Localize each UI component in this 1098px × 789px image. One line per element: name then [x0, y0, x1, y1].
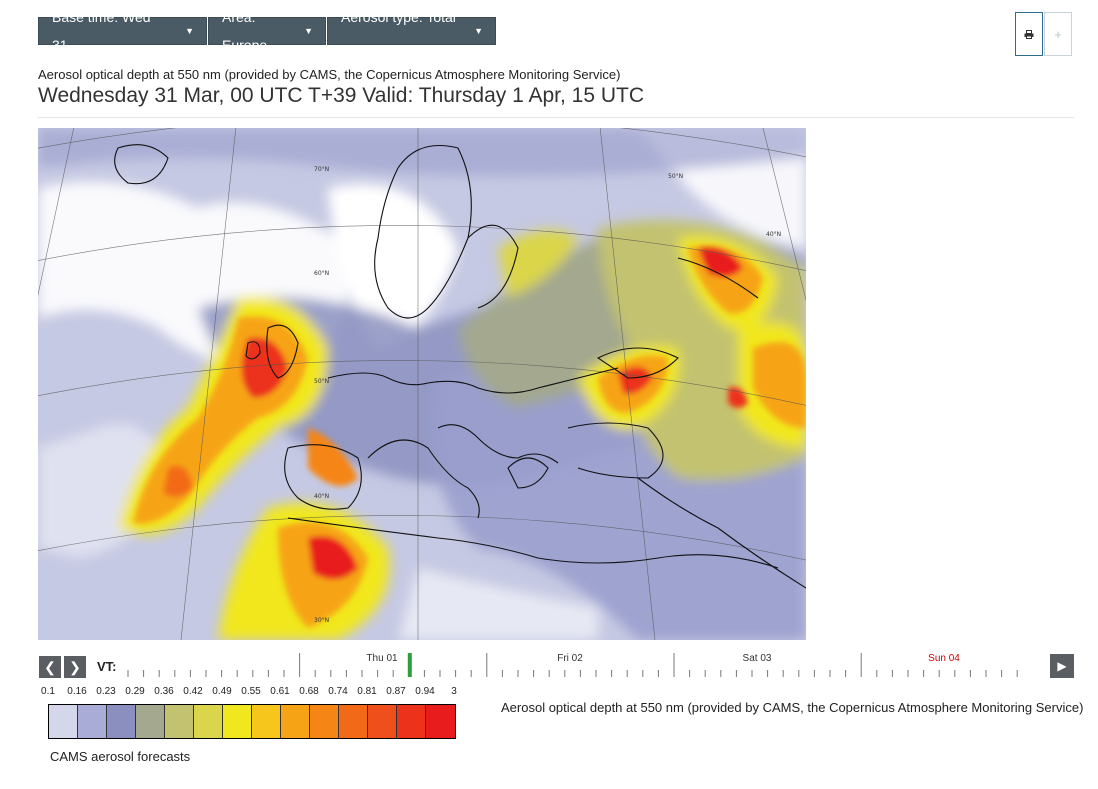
lat-label-30n: 30°N — [314, 617, 329, 624]
legend-swatch — [426, 705, 455, 738]
aerosol-type-label: Aerosol type: Total ... — [341, 9, 456, 53]
day-label-sat[interactable]: Sat 03 — [742, 653, 772, 664]
play-icon: ▶ — [1057, 659, 1067, 673]
legend-value-label: 0.94 — [415, 686, 435, 697]
legend-swatch — [252, 705, 281, 738]
legend-swatch — [223, 705, 252, 738]
next-button[interactable]: ❯ — [64, 656, 86, 678]
legend-swatch — [281, 705, 310, 738]
legend-swatch — [136, 705, 165, 738]
plus-icon: + — [1054, 26, 1062, 42]
legend-value-label: 0.74 — [328, 686, 348, 697]
legend-value-label: 0.49 — [212, 686, 232, 697]
legend-swatch — [397, 705, 426, 738]
legend-value-label: 0.29 — [125, 686, 145, 697]
day-label-thu[interactable]: Thu 01 — [366, 653, 398, 664]
legend-title: CAMS aerosol forecasts — [50, 749, 191, 764]
legend-value-label: 0.61 — [270, 686, 290, 697]
area-label: Area: Europe — [222, 9, 268, 53]
legend-swatch — [339, 705, 368, 738]
map-title: Wednesday 31 Mar, 00 UTC T+39 Valid: Thu… — [38, 84, 645, 107]
divider — [38, 117, 1074, 118]
printer-icon — [1024, 29, 1034, 39]
legend-value-label: 3 — [451, 686, 457, 697]
legend-swatch — [49, 705, 78, 738]
timeline-ticks — [127, 653, 1018, 677]
legend-value-label: 0.36 — [154, 686, 174, 697]
area-dropdown[interactable]: Area: Europe ▼ — [208, 9, 326, 53]
legend-value-label: 0.87 — [386, 686, 406, 697]
legend-swatch — [78, 705, 107, 738]
day-label-fri[interactable]: Fri 02 — [557, 653, 583, 664]
lat-label-50n: 50°N — [314, 378, 329, 385]
legend-value-label: 0.55 — [241, 686, 261, 697]
legend-value-label: 0.1 — [41, 686, 55, 697]
lat-label-40n: 40°N — [314, 493, 329, 500]
caret-down-icon: ▼ — [304, 26, 313, 36]
legend-swatch — [368, 705, 397, 738]
lat-label-40n-east: 40°N — [766, 231, 781, 238]
aerosol-map[interactable]: 70°N 60°N 50°N 40°N 30°N 50°N 40°N — [38, 128, 806, 640]
current-time-marker[interactable] — [407, 653, 412, 677]
legend-value-label: 0.42 — [183, 686, 203, 697]
base-time-label: Base time: Wed 31... — [52, 9, 151, 53]
print-button[interactable] — [1015, 12, 1043, 56]
legend-value-label: 0.16 — [67, 686, 87, 697]
legend-swatch — [194, 705, 223, 738]
add-button[interactable]: + — [1044, 12, 1072, 56]
legend-value-label: 0.81 — [357, 686, 377, 697]
lat-label-50n-east: 50°N — [668, 173, 683, 180]
timeline[interactable]: Thu 01 Fri 02 Sat 03 Sun 04 — [120, 648, 1040, 680]
legend-swatch — [310, 705, 339, 738]
play-button[interactable]: ▶ — [1050, 654, 1074, 678]
map-caption: Aerosol optical depth at 550 nm (provide… — [501, 700, 1084, 715]
legend-value-label: 0.68 — [299, 686, 319, 697]
aerosol-type-dropdown[interactable]: Aerosol type: Total ... ▼ — [327, 9, 496, 53]
chevron-right-icon: ❯ — [69, 659, 81, 675]
day-label-sun[interactable]: Sun 04 — [928, 653, 960, 664]
lat-label-60n: 60°N — [314, 270, 329, 277]
legend-value-labels: 0.1 0.16 0.23 0.29 0.36 0.42 0.49 0.55 0.61 0.68 0… — [38, 686, 458, 700]
map-subtitle: Aerosol optical depth at 550 nm (provide… — [38, 67, 621, 82]
legend-swatch — [165, 705, 194, 738]
chevron-left-icon: ❮ — [44, 659, 56, 675]
lat-label-70n: 70°N — [314, 166, 329, 173]
vt-label: VT: — [97, 659, 117, 674]
legend-value-label: 0.23 — [96, 686, 116, 697]
caret-down-icon: ▼ — [185, 26, 194, 36]
legend-swatch — [107, 705, 136, 738]
toolbar: Base time: Wed 31... ▼ Area: Europe ▼ Ae… — [38, 9, 496, 53]
legend-color-bar — [48, 704, 456, 739]
caret-down-icon: ▼ — [474, 26, 483, 36]
base-time-dropdown[interactable]: Base time: Wed 31... ▼ — [38, 9, 207, 53]
previous-button[interactable]: ❮ — [39, 656, 61, 678]
